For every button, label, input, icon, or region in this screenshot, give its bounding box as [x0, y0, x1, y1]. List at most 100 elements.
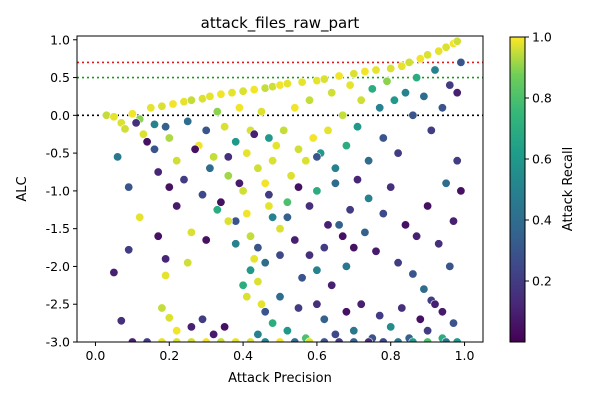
scatter-point: [113, 152, 123, 162]
scatter-point: [253, 329, 263, 339]
colorbar-tick-label: 0.8: [532, 91, 552, 106]
scatter-point: [341, 141, 351, 151]
scatter-point: [172, 326, 182, 336]
colorbar-tick-label: 0.4: [532, 213, 552, 228]
y-tick-label: -1.5: [46, 221, 70, 236]
scatter-point: [220, 322, 230, 332]
scatter-point: [242, 209, 252, 219]
x-tick-label: 0.8: [381, 348, 401, 363]
scatter-point: [349, 243, 359, 253]
scatter-point: [268, 212, 278, 222]
scatter-point: [319, 314, 329, 324]
scatter-point: [319, 243, 329, 253]
plot-frame: [76, 35, 484, 343]
scatter-point: [124, 245, 134, 255]
colorbar: [509, 36, 526, 343]
scatter-point: [275, 292, 285, 302]
scatter-point: [186, 322, 196, 332]
scatter-point: [301, 156, 311, 166]
scatter-point: [426, 125, 436, 135]
scatter-point: [161, 122, 171, 132]
scatter-point: [234, 178, 244, 188]
scatter-point: [282, 197, 292, 207]
scatter-point: [256, 107, 266, 117]
scatter-point: [448, 216, 458, 226]
scatter-point: [330, 163, 340, 173]
scatter-point: [334, 71, 344, 81]
scatter-point: [282, 79, 292, 89]
scatter-point: [205, 163, 215, 173]
scatter-point: [216, 197, 226, 207]
scatter-point: [334, 220, 344, 230]
scatter-point: [124, 182, 134, 192]
scatter-point: [142, 137, 152, 147]
scatter-point: [198, 190, 208, 200]
scatter-point: [452, 156, 462, 166]
y-axis-label: ALC: [15, 176, 30, 201]
scatter-point: [408, 110, 418, 120]
scatter-point: [201, 235, 211, 245]
scatter-point: [389, 95, 399, 105]
scatter-point: [212, 205, 222, 215]
scatter-point: [393, 258, 403, 268]
scatter-point: [312, 186, 322, 196]
scatter-point: [293, 182, 303, 192]
scatter-point: [260, 83, 270, 93]
scatter-point: [375, 311, 385, 321]
scatter-point: [312, 152, 322, 162]
scatter-point: [312, 299, 322, 309]
scatter-point: [419, 91, 429, 101]
scatter-point: [452, 88, 462, 98]
scatter-point: [412, 231, 422, 241]
y-axis-ticks: -3.0 -2.5 -2.0 -1.5 -1.0 -0.5 0.0 0.5 1.0: [46, 32, 77, 350]
scatter-point: [260, 178, 270, 188]
x-axis-label: Attack Precision: [228, 371, 332, 386]
scatter-point: [127, 109, 137, 119]
scatter-point: [356, 95, 366, 105]
scatter-point: [268, 156, 278, 166]
scatter-point: [253, 243, 263, 253]
scatter-point: [190, 144, 200, 154]
scatter-point: [352, 175, 362, 185]
x-tick-label: 0.4: [233, 348, 253, 363]
scatter-point: [264, 190, 274, 200]
scatter-point: [319, 74, 329, 84]
scatter-point: [345, 205, 355, 215]
scatter-point: [375, 103, 385, 113]
scatter-point: [371, 65, 381, 75]
scatter-point: [430, 299, 440, 309]
colorbar-tick-label: 0.6: [532, 152, 552, 167]
scatter-point: [437, 307, 447, 317]
scatter-point: [268, 82, 278, 92]
scatter-point: [116, 316, 126, 326]
scatter-point: [367, 84, 377, 94]
y-tick-label: -2.0: [46, 259, 70, 274]
scatter-point: [256, 299, 266, 309]
x-tick-label: 0.2: [159, 348, 179, 363]
scatter-point: [138, 129, 148, 139]
scatter-point: [456, 186, 466, 196]
x-tick-label: 1.0: [455, 348, 475, 363]
scatter-point: [349, 69, 359, 79]
scatter-point: [234, 103, 244, 113]
scatter-point: [157, 303, 167, 313]
colorbar-tick-label: 1.0: [532, 30, 552, 45]
scatter-point: [253, 163, 263, 173]
scatter-point: [168, 99, 178, 109]
scatter-point: [445, 80, 455, 90]
scatter-point: [172, 156, 182, 166]
scatter-point: [179, 175, 189, 185]
scatter-point: [412, 73, 422, 83]
scatter-point: [164, 182, 174, 192]
scatter-point: [220, 122, 230, 132]
scatter-point: [223, 152, 233, 162]
scatter-point: [249, 129, 259, 139]
scatter-point: [341, 261, 351, 271]
scatter-point: [356, 299, 366, 309]
scatter-point: [456, 57, 466, 67]
scatter-point: [153, 167, 163, 177]
scatter-point: [338, 231, 348, 241]
scatter-point: [386, 322, 396, 332]
scatter-point: [404, 57, 414, 67]
chart-title: attack_files_raw_part: [201, 14, 360, 33]
